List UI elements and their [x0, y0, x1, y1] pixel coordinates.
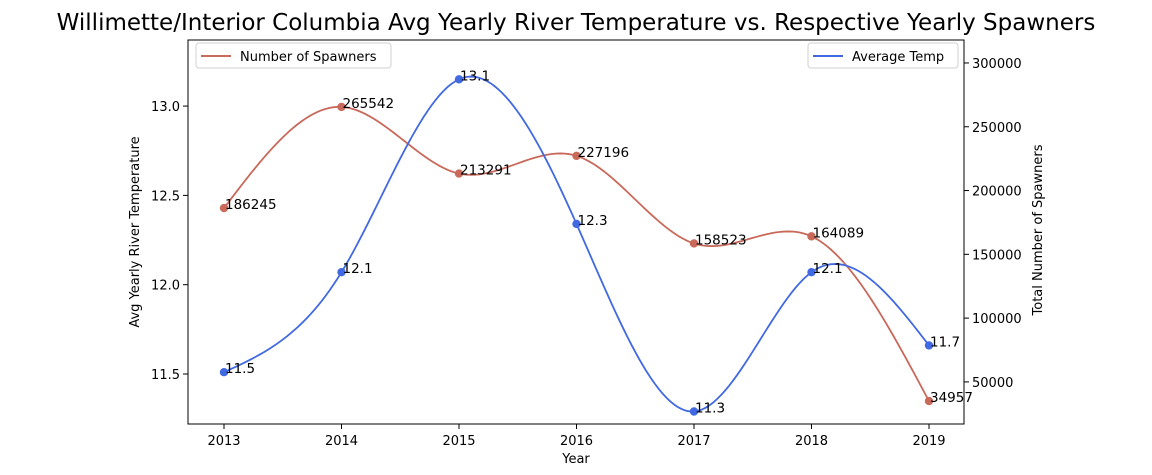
data-label: 12.1 [343, 261, 373, 277]
chart-title: Willimette/Interior Columbia Avg Yearly … [57, 10, 1096, 36]
data-label: 164089 [813, 225, 865, 241]
x-tick-label: 2019 [912, 434, 945, 449]
data-point [219, 203, 229, 213]
legend-temp-label: Average Temp [852, 50, 944, 65]
series-layer: 186245 265542 213291 227196 158523 164089 3495… [219, 68, 973, 416]
data-label: 12.1 [813, 261, 843, 277]
data-label: 11.3 [695, 400, 725, 416]
data-label: 11.7 [930, 334, 960, 350]
x-tick-label: 2016 [560, 434, 593, 449]
data-point [924, 341, 934, 350]
data-point [924, 396, 934, 406]
legend-temp: Average Temp [807, 42, 959, 69]
data-label: 213291 [460, 163, 512, 179]
x-tick-label: 2014 [325, 434, 358, 449]
x-tick-label: 2015 [442, 434, 475, 449]
legend-spawners-label: Number of Spawners [240, 50, 377, 65]
y-right-tick-label: 50000 [972, 376, 1013, 391]
data-label: 34957 [930, 390, 973, 406]
data-label: 11.5 [225, 361, 255, 377]
data-point [219, 368, 229, 377]
data-label: 265542 [343, 96, 395, 112]
data-point [454, 169, 464, 178]
y-left-tick-label: 12.5 [151, 189, 180, 204]
data-point [807, 232, 816, 241]
y-left-tick-label: 12.0 [151, 279, 180, 294]
data-point [337, 267, 346, 277]
legend-spawners: Number of Spawners [195, 42, 392, 69]
series-line-spawners [223, 105, 930, 402]
data-label: 158523 [695, 232, 747, 248]
ticks-layer: 2013 2014 2015 2016 2017 2018 2019 11.5 12.0 12.5… [151, 57, 1022, 449]
data-point [454, 75, 464, 84]
legend-temp-box [807, 42, 959, 69]
data-label: 12.3 [578, 213, 608, 229]
legend-spawners-box [195, 42, 392, 69]
x-tick-label: 2017 [677, 434, 710, 449]
data-point [689, 239, 699, 248]
y-axis-right-label: Total Number of Spawners [1031, 144, 1046, 316]
data-point [807, 267, 816, 277]
y-right-tick-label: 100000 [972, 312, 1022, 327]
data-point [572, 219, 581, 229]
y-right-tick-label: 250000 [972, 121, 1022, 136]
data-label: 13.1 [460, 68, 490, 84]
data-label: 186245 [225, 197, 277, 213]
data-point [689, 407, 699, 416]
data-point [337, 102, 346, 112]
y-right-tick-label: 200000 [972, 185, 1022, 200]
y-right-tick-label: 150000 [972, 248, 1022, 263]
data-label: 227196 [578, 145, 630, 161]
data-point [572, 151, 581, 161]
y-axis-left-label: Avg Yearly River Temperature [128, 136, 143, 327]
y-left-tick-label: 11.5 [151, 368, 180, 383]
y-left-tick-label: 13.0 [151, 100, 180, 115]
x-tick-label: 2013 [207, 434, 240, 449]
y-right-tick-label: 300000 [972, 57, 1022, 72]
x-axis-label: Year [561, 452, 590, 467]
x-tick-label: 2018 [795, 434, 828, 449]
